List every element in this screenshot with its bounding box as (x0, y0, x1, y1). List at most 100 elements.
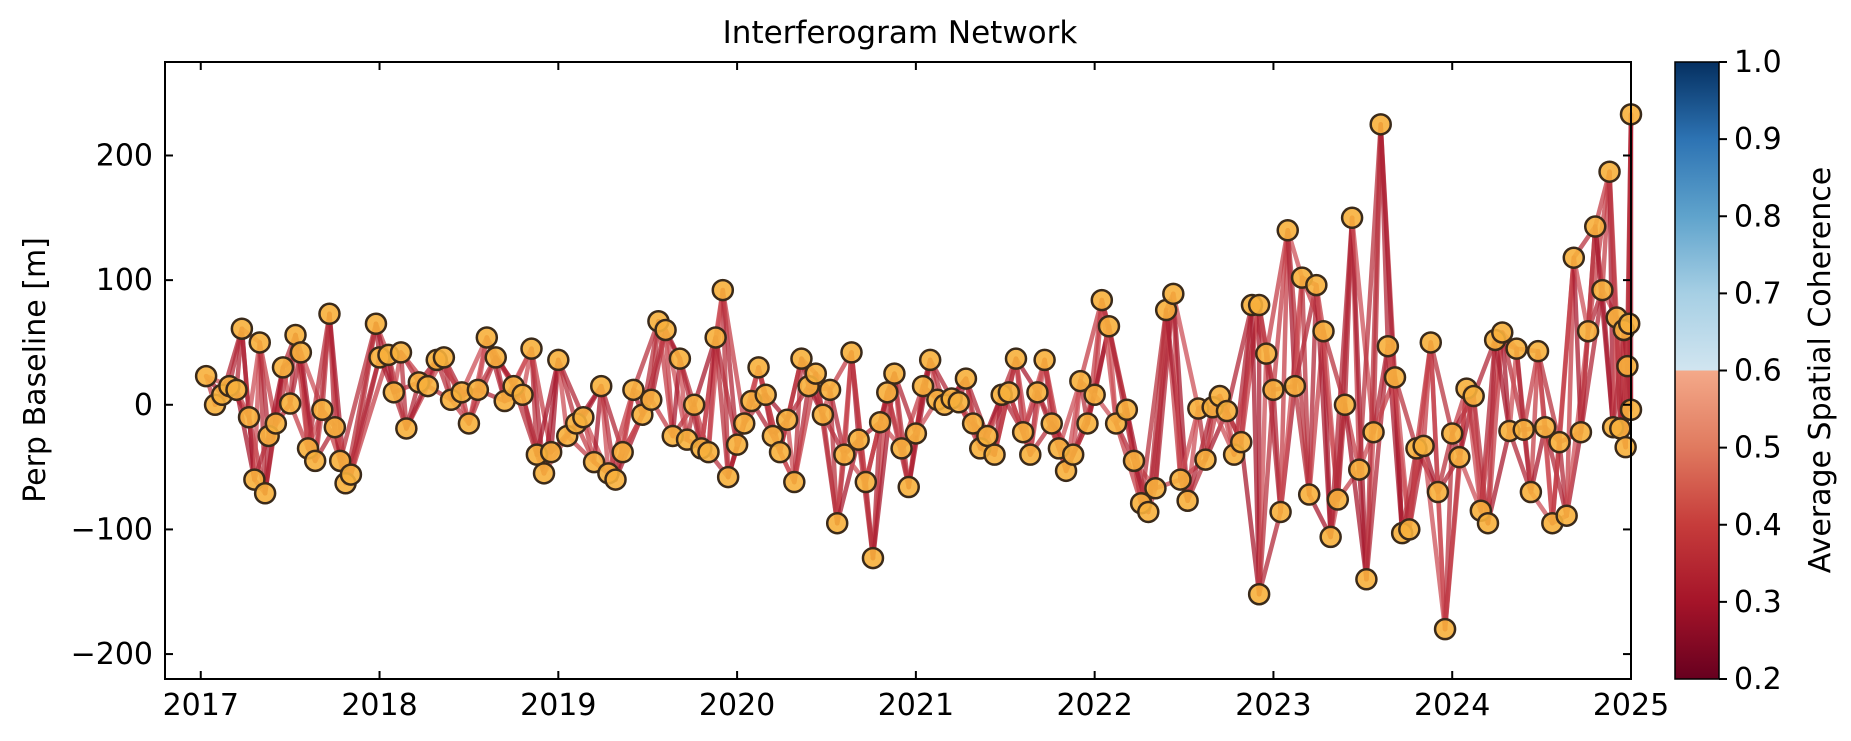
acquisition-node (1004, 347, 1028, 370)
acquisition-node (1122, 449, 1146, 473)
acquisition-node (1576, 319, 1600, 343)
acquisition-node (840, 341, 863, 364)
y-tick-label: 100 (96, 263, 153, 298)
acquisition-node (1512, 418, 1535, 441)
acquisition-node (1340, 206, 1364, 230)
acquisition-node (1617, 312, 1641, 336)
x-tick-label: 2021 (878, 688, 954, 723)
acquisition-node (911, 374, 935, 398)
acquisition-node (983, 443, 1006, 466)
interferogram-edge (1500, 330, 1512, 434)
acquisition-node (1115, 398, 1139, 422)
acquisition-node (1069, 369, 1092, 393)
acquisition-node (484, 346, 507, 369)
acquisition-node (520, 337, 543, 360)
acquisition-node (1526, 339, 1550, 363)
acquisition-node (1426, 480, 1450, 504)
acquisition-node (682, 393, 706, 417)
acquisition-node (654, 318, 677, 342)
acquisition-node (622, 378, 645, 402)
x-tick-label: 2020 (699, 688, 775, 723)
acquisition-node (395, 417, 418, 440)
interferogram-edge (348, 352, 391, 477)
acquisition-node (237, 405, 261, 429)
acquisition-node (897, 475, 920, 499)
acquisition-node (323, 415, 347, 439)
acquisition-node (918, 348, 942, 372)
interferogram-edge (842, 350, 854, 457)
acquisition-node (1269, 500, 1292, 524)
interferogram-edge (1171, 291, 1201, 411)
interferogram-edge (1528, 348, 1541, 495)
acquisition-node (1591, 278, 1614, 302)
acquisition-node (1215, 399, 1239, 423)
acquisition-node (747, 356, 770, 379)
interferogram-edge (1239, 439, 1262, 597)
acquisition-node (1097, 315, 1121, 338)
colorbar-gradient (1674, 61, 1720, 680)
x-tick-label: 2025 (1593, 688, 1669, 723)
acquisition-node (1548, 430, 1571, 454)
x-tick-label: 2017 (163, 688, 239, 723)
acquisition-node (1614, 435, 1637, 459)
acquisition-node (783, 470, 806, 494)
acquisition-node (1369, 113, 1392, 136)
plot-area (164, 61, 1643, 680)
acquisition-node (804, 362, 828, 385)
y-tick-label: −200 (71, 637, 153, 672)
acquisition-node (1333, 393, 1357, 417)
interferogram-edge (1571, 255, 1584, 435)
acquisition-node (1083, 383, 1106, 407)
acquisition-node (1305, 273, 1328, 297)
acquisition-node (1061, 443, 1085, 466)
acquisition-node (1616, 354, 1639, 378)
acquisition-node (604, 468, 627, 491)
interferogram-edge (1542, 424, 1555, 526)
acquisition-node (1076, 412, 1099, 435)
acquisition-node (847, 428, 870, 451)
interferogram-edge (1070, 378, 1083, 457)
acquisition-node (311, 398, 334, 422)
acquisition-node (1362, 420, 1385, 444)
acquisition-node (854, 470, 878, 494)
acquisition-node (1355, 568, 1378, 591)
acquisition-node (732, 412, 756, 435)
colorbar-tick-label: 0.7 (1734, 276, 1782, 311)
interferogram-edge (1256, 509, 1283, 597)
acquisition-node (1562, 246, 1586, 269)
y-axis-ticks: −200 −100 0 100 200 (71, 138, 1631, 672)
acquisition-node (1162, 282, 1185, 306)
acquisition-node (1533, 415, 1557, 439)
acquisition-node (1440, 422, 1464, 445)
acquisition-node (339, 463, 363, 486)
acquisition-node (790, 347, 813, 370)
acquisition-node (711, 278, 735, 302)
y-tick-label: −100 (71, 512, 153, 547)
x-tick-label: 2019 (520, 688, 596, 723)
colorbar-tick-label: 0.5 (1734, 431, 1782, 466)
interferogram-edge (1371, 343, 1391, 435)
acquisition-node (1255, 342, 1278, 365)
interferogram-edge (1571, 255, 1591, 334)
acquisition-node (289, 341, 313, 364)
interferogram-edge (1578, 287, 1605, 435)
acquisition-node (1505, 337, 1528, 360)
acquisition-node (1276, 219, 1299, 242)
acquisition-node (1555, 504, 1578, 527)
acquisition-node (1376, 334, 1400, 358)
acquisition-node (1609, 417, 1632, 440)
acquisition-node (1033, 348, 1056, 372)
acquisition-node (532, 462, 556, 485)
interferogram-edge (1392, 375, 1419, 451)
interferogram-edge (670, 356, 683, 439)
acquisition-node (876, 381, 899, 404)
acquisition-node (611, 440, 634, 464)
colorbar-tick-label: 0.9 (1734, 122, 1782, 157)
interferogram-edge (1507, 346, 1519, 434)
acquisition-node (194, 364, 218, 388)
acquisition-node (976, 424, 999, 448)
x-tick-label: 2022 (1056, 688, 1132, 723)
acquisition-node (1326, 488, 1350, 511)
y-tick-label: 0 (134, 388, 153, 423)
